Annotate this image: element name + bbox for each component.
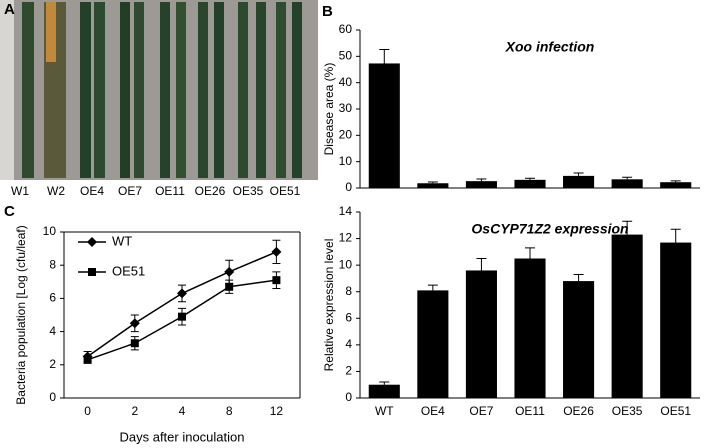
error-bar (427, 284, 438, 291)
error-bar (272, 239, 281, 265)
y-tick-label: 0 (345, 180, 352, 194)
y-tick-label: 6 (49, 291, 56, 305)
y-tick-label: 6 (345, 310, 352, 324)
chart-title: Xoo infection (505, 39, 595, 55)
error-bar (178, 307, 186, 326)
y-tick-label: 10 (43, 224, 57, 238)
error-bar (573, 273, 584, 282)
error-bar (670, 180, 681, 183)
bar (563, 281, 595, 398)
y-tick-label: 8 (345, 284, 352, 298)
y-tick-label: 2 (49, 357, 56, 371)
error-bar (525, 247, 535, 259)
error-bar (427, 181, 438, 184)
marker (87, 237, 97, 247)
marker (224, 266, 235, 277)
marker (130, 339, 139, 348)
error-bar (622, 176, 633, 180)
y-tick-label: 10 (339, 257, 353, 271)
y-tick-label: 60 (339, 22, 353, 36)
photo-label: W1 (11, 184, 29, 198)
x-tick-label: OE11 (515, 404, 545, 418)
bar (611, 234, 643, 398)
photo-label: OE11 (155, 184, 185, 198)
bar (465, 181, 497, 188)
bar (563, 175, 595, 188)
panel-letter: A (4, 1, 15, 18)
bar (514, 258, 546, 398)
x-tick-label: 2 (131, 404, 138, 418)
error-bar (670, 228, 681, 243)
bar (465, 270, 497, 398)
error-bar (525, 177, 535, 180)
marker (177, 288, 187, 299)
x-tick-label: OE4 (421, 404, 445, 418)
chart-title: OsCYP71Z2 expression (471, 221, 628, 237)
x-tick-label: OE51 (660, 404, 691, 418)
bar (417, 290, 449, 398)
error-bar (225, 259, 234, 284)
error-bar (622, 220, 633, 235)
marker (272, 276, 281, 285)
photo-label: OE26 (195, 184, 226, 198)
photo (0, 0, 318, 180)
y-tick-label: 8 (49, 257, 56, 271)
x-tick-label: 0 (84, 404, 91, 418)
panel-letter: C (4, 203, 15, 220)
error-bar (272, 271, 281, 289)
error-bar (379, 48, 390, 64)
y-tick-label: 20 (339, 128, 353, 142)
marker (129, 318, 140, 329)
marker (271, 246, 282, 257)
y-tick-label: 14 (339, 204, 353, 218)
bar (417, 183, 449, 188)
y-tick-label: 12 (339, 231, 353, 245)
legend-label: WT (112, 233, 132, 248)
x-tick-label: OE7 (469, 404, 493, 418)
bar (660, 242, 692, 398)
y-axis-label: Relative expression level (322, 239, 336, 372)
y-axis-label: Disease area (%) (322, 63, 336, 156)
x-tick-label: WT (375, 404, 394, 418)
marker (83, 355, 92, 364)
photo-label: OE51 (270, 184, 301, 198)
photo-label: W2 (47, 184, 65, 198)
y-tick-label: 2 (345, 364, 352, 378)
photo-label: OE4 (80, 184, 104, 198)
y-tick-label: 10 (339, 154, 353, 168)
bar (368, 384, 400, 398)
x-tick-label: 12 (270, 404, 284, 418)
error-bar (476, 258, 487, 271)
photo-label: OE7 (118, 184, 142, 198)
x-tick-label: OE35 (612, 404, 643, 418)
bar (611, 179, 643, 188)
y-axis-label: Bacteria population [Log (cfu/leaf) (14, 225, 28, 404)
y-tick-label: 50 (339, 49, 353, 63)
error-bar (573, 172, 584, 176)
legend-label: OE51 (112, 263, 145, 278)
bar (368, 63, 400, 189)
marker (225, 282, 234, 291)
x-axis-label: Days after inoculation (119, 429, 244, 444)
x-tick-label: 4 (179, 404, 186, 418)
x-tick-label: OE26 (563, 404, 594, 418)
panel-letter: B (322, 3, 333, 20)
y-tick-label: 4 (49, 324, 56, 338)
marker (88, 268, 96, 276)
x-tick-label: 8 (226, 404, 233, 418)
photo-label: OE35 (233, 184, 264, 198)
y-tick-label: 30 (339, 101, 353, 115)
bar (660, 182, 692, 188)
y-tick-label: 0 (49, 390, 56, 404)
marker (178, 312, 186, 321)
error-bar (379, 381, 390, 385)
y-tick-label: 4 (345, 337, 352, 351)
bar (514, 179, 546, 188)
y-tick-label: 0 (345, 390, 352, 404)
y-tick-label: 40 (339, 75, 353, 89)
error-bar (476, 178, 487, 182)
